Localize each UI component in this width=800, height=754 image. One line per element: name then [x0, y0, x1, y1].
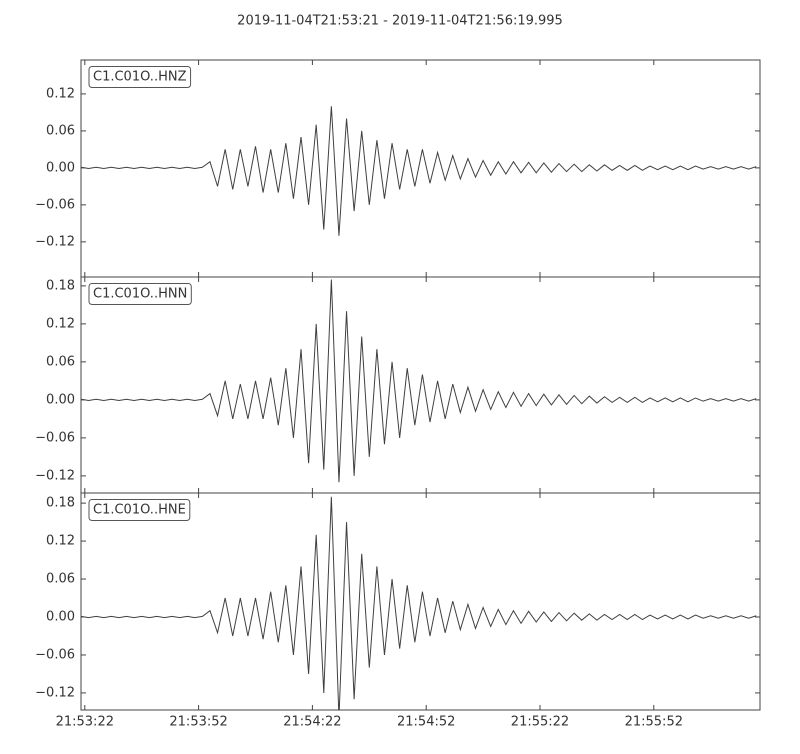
y-tick-label: −0.06	[35, 197, 75, 212]
trace-label: C1.C01O..HNZ	[93, 70, 187, 85]
y-tick-label: 0.06	[46, 123, 75, 138]
trace-label: C1.C01O..HNN	[93, 287, 187, 302]
y-tick-label: −0.12	[35, 468, 75, 483]
y-tick-label: −0.06	[35, 647, 75, 662]
y-tick-label: −0.06	[35, 430, 75, 445]
y-tick-label: 0.18	[46, 278, 75, 293]
y-tick-label: −0.12	[35, 234, 75, 249]
waveform	[81, 279, 757, 483]
x-tick-label: 21:54:52	[397, 715, 455, 730]
y-tick-label: 0.18	[46, 496, 75, 511]
y-tick-label: 0.06	[46, 354, 75, 369]
x-tick-label: 21:55:22	[511, 715, 569, 730]
trace-label-box	[88, 66, 192, 88]
panel-frame	[80, 492, 761, 711]
x-tick-label: 21:53:22	[56, 715, 114, 730]
trace-label: C1.C01O..HNE	[93, 503, 186, 518]
y-tick-label: −0.12	[35, 685, 75, 700]
x-tick-label: 21:55:52	[625, 715, 683, 730]
y-tick-label: 0.12	[46, 316, 75, 331]
y-tick-label: 0.00	[46, 392, 75, 407]
x-tick-label: 21:54:22	[283, 715, 341, 730]
waveform	[81, 106, 757, 236]
y-tick-label: 0.12	[46, 86, 75, 101]
trace-label-box	[88, 499, 191, 521]
y-tick-label: 0.12	[46, 534, 75, 549]
x-tick-label: 21:53:52	[169, 715, 227, 730]
waveform	[81, 496, 757, 710]
trace-label-box	[88, 283, 192, 305]
y-tick-label: 0.00	[46, 610, 75, 625]
y-tick-label: 0.00	[46, 160, 75, 175]
figure-title: 2019-11-04T21:53:21 - 2019-11-04T21:56:1…	[237, 14, 563, 29]
y-tick-label: 0.06	[46, 572, 75, 587]
